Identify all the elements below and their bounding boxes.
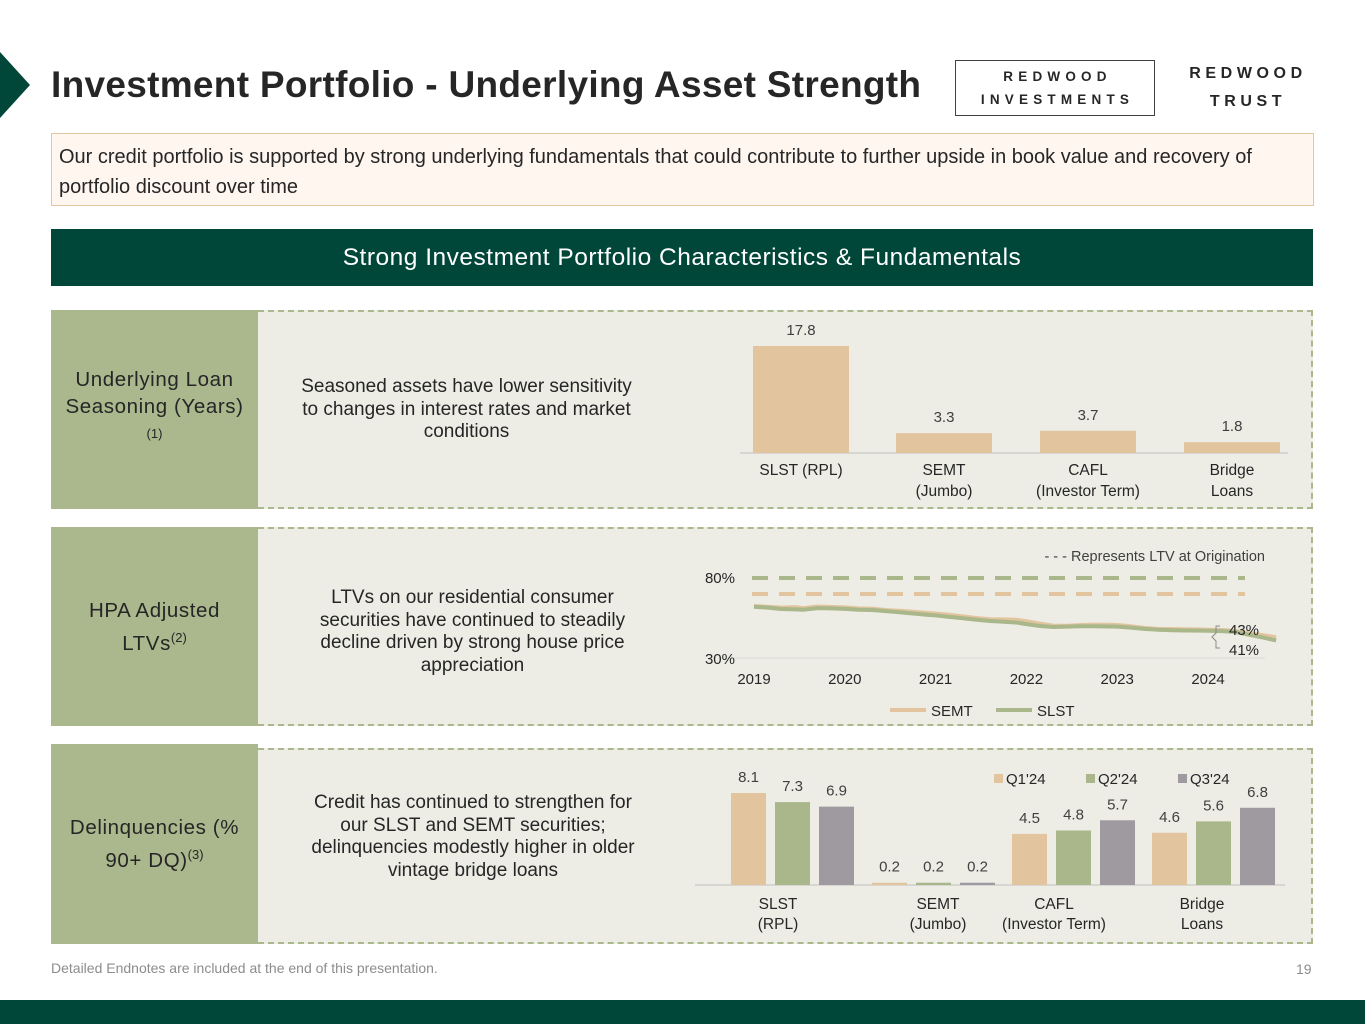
origination-note: - - - Represents LTV at Origination <box>1044 549 1265 565</box>
x-tick-label: 2021 <box>919 671 952 688</box>
data-label: 5.6 <box>1203 797 1224 814</box>
category-label: SLST <box>759 896 798 913</box>
legend-label: Q3'24 <box>1190 771 1230 788</box>
data-label: 4.6 <box>1159 809 1180 826</box>
row-label-delinquencies: Delinquencies (% 90+ DQ)(3) <box>51 744 258 944</box>
data-label: 17.8 <box>786 322 815 339</box>
x-tick-label: 2022 <box>1010 671 1043 688</box>
chart-hpa-ltv: - - - Represents LTV at Origination 80% 30… <box>705 549 1277 720</box>
row-description-loan-seasoning: Seasoned assets have lower sensitivity t… <box>301 376 632 442</box>
data-label: 4.5 <box>1019 810 1040 827</box>
row-description-delinquencies: Credit has continued to strengthen for o… <box>311 792 635 881</box>
end-bracket <box>1211 625 1220 649</box>
series-line-slst <box>753 604 1277 643</box>
category-label: SEMT <box>922 462 966 479</box>
row-label-loan-seasoning: Underlying Loan Seasoning (Years) (1) <box>51 310 258 509</box>
legend-swatch <box>1178 774 1187 783</box>
end-label-slst: 41% <box>1229 642 1259 659</box>
legend-label: Q1'24 <box>1006 771 1046 788</box>
end-label-semt: 43% <box>1229 622 1259 639</box>
bar-3 <box>1184 442 1280 453</box>
data-label: 1.8 <box>1222 418 1243 435</box>
category-label: Loans <box>1181 916 1223 933</box>
category-label: Bridge <box>1180 896 1225 913</box>
footer-endnote: Detailed Endnotes are included at the en… <box>51 960 438 976</box>
redwood-trust-logo: REDWOOD TRUST <box>1172 60 1320 116</box>
bar-2-2 <box>1100 820 1135 885</box>
accent-arrow <box>0 52 30 118</box>
bar-0-2 <box>819 806 854 885</box>
category-label: (Investor Term) <box>1002 916 1106 933</box>
bar-0-0 <box>731 793 766 885</box>
logo-rt-line2: TRUST <box>1209 93 1287 110</box>
legend-label-slst: SLST <box>1037 703 1075 720</box>
data-label: 4.8 <box>1063 806 1084 823</box>
data-label: 5.7 <box>1107 796 1128 813</box>
logo-ri-line1: REDWOOD <box>1003 69 1112 84</box>
x-tick-label: 2024 <box>1191 671 1224 688</box>
x-tick-label: 2020 <box>828 671 861 688</box>
bar-1-1 <box>916 882 951 885</box>
category-label: CAFL <box>1068 462 1108 479</box>
data-label: 0.2 <box>967 859 988 876</box>
row-label-text: HPA Adjusted LTVs <box>88 598 221 655</box>
category-label: Loans <box>1211 483 1253 500</box>
data-label: 6.9 <box>826 783 847 800</box>
category-label: (RPL) <box>758 916 798 933</box>
chart-loan-seasoning: 17.8 SLST (RPL) 3.3 SEMT (Jumbo) 3.7 CAFL (Inve… <box>740 322 1288 500</box>
logo-ri-line2: INVESTMENTS <box>980 92 1135 107</box>
page-number: 19 <box>1296 961 1312 977</box>
category-label: SEMT <box>916 896 960 913</box>
row-label-text: Delinquencies (% 90+ DQ) <box>69 816 240 872</box>
bar-0-1 <box>775 802 810 885</box>
legend-swatch <box>994 774 1003 783</box>
footer-bar <box>0 1000 1365 1024</box>
y-tick-label: 80% <box>705 570 735 587</box>
bar-2 <box>1040 430 1136 453</box>
data-label: 3.3 <box>934 409 955 426</box>
data-label: 3.7 <box>1078 407 1099 424</box>
data-label: 8.1 <box>738 769 759 786</box>
category-label: SLST (RPL) <box>759 462 842 479</box>
x-tick-label: 2019 <box>737 671 770 688</box>
footnote-ref: (1) <box>146 426 163 442</box>
bar-1-0 <box>872 882 907 885</box>
row-label-text: Underlying Loan Seasoning (Years) <box>65 368 244 419</box>
footnote-ref: (3) <box>187 847 204 863</box>
y-tick-label: 30% <box>705 651 735 668</box>
category-label: (Investor Term) <box>1036 483 1140 500</box>
bar-1 <box>896 433 992 453</box>
bar-0 <box>753 346 849 453</box>
footnote-ref: (2) <box>170 629 187 645</box>
intro-callout: Our credit portfolio is supported by str… <box>51 133 1314 206</box>
category-label: Bridge <box>1210 462 1255 479</box>
data-label: 6.8 <box>1247 784 1268 801</box>
bar-1-2 <box>960 882 995 885</box>
category-label: (Jumbo) <box>916 483 973 500</box>
category-label: CAFL <box>1034 896 1074 913</box>
logo-rt-line1: REDWOOD <box>1189 65 1307 82</box>
redwood-investments-logo: REDWOOD INVESTMENTS <box>955 60 1155 116</box>
data-label: 0.2 <box>923 859 944 876</box>
chart-delinquencies: 8.1 0.2 4.5 4.6 7.3 0.2 4.8 5.6 6.9 0.2 5.7 6.8 SLST… <box>695 769 1285 933</box>
row-label-hpa-ltv: HPA Adjusted LTVs(2) <box>51 527 258 726</box>
data-label: 7.3 <box>782 778 803 795</box>
legend-swatch <box>1086 774 1095 783</box>
x-tick-label: 2023 <box>1101 671 1134 688</box>
page-title: Investment Portfolio - Underlying Asset … <box>51 64 922 105</box>
legend-label: Q2'24 <box>1098 771 1138 788</box>
bar-3-2 <box>1240 807 1275 885</box>
row-description-hpa-ltv: LTVs on our residential consumer securit… <box>319 587 626 676</box>
bar-3-0 <box>1152 832 1187 885</box>
category-label: (Jumbo) <box>910 916 967 933</box>
legend-label-semt: SEMT <box>931 703 973 720</box>
section-header: Strong Investment Portfolio Characterist… <box>51 229 1313 286</box>
bar-2-1 <box>1056 830 1091 885</box>
bar-2-0 <box>1012 833 1047 885</box>
data-label: 0.2 <box>879 859 900 876</box>
bar-3-1 <box>1196 821 1231 885</box>
